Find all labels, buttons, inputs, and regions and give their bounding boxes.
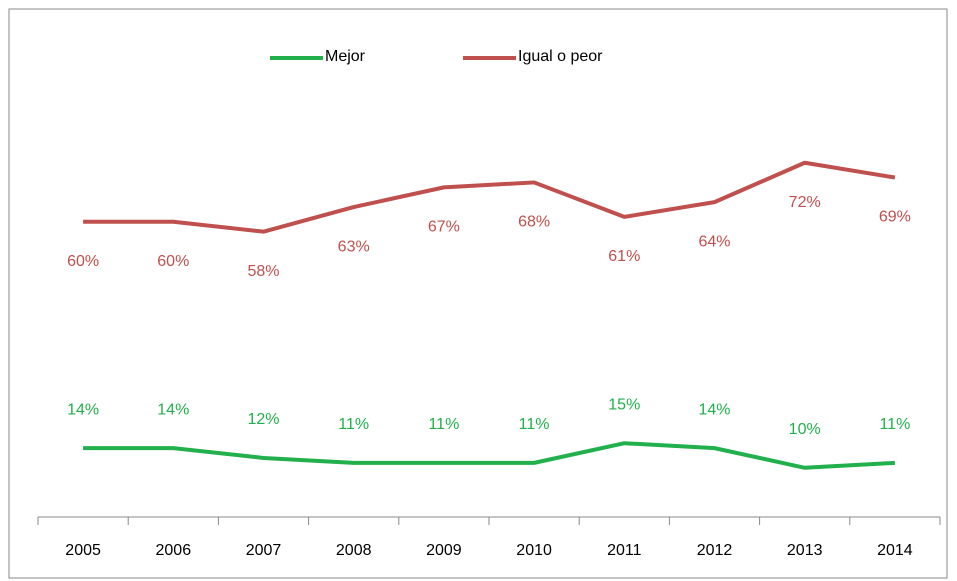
data-label: 61%	[608, 248, 640, 265]
data-label: 67%	[428, 219, 460, 236]
data-label: 11%	[338, 416, 369, 433]
chart-frame	[8, 8, 948, 579]
series-line	[83, 160, 896, 234]
data-label: 68%	[518, 214, 550, 231]
x-tick-label: 2008	[336, 542, 372, 559]
series-line	[83, 441, 896, 470]
data-label: 11%	[428, 416, 459, 433]
x-tick-label: 2011	[607, 542, 642, 559]
legend-label: Igual o peor	[518, 48, 603, 65]
data-label: 58%	[247, 263, 279, 280]
data-label: 60%	[157, 253, 189, 270]
data-label: 72%	[789, 194, 821, 211]
data-label: 15%	[608, 396, 640, 413]
data-label: 14%	[67, 401, 99, 418]
x-tick-label: 2005	[65, 542, 101, 559]
data-label: 12%	[247, 411, 279, 428]
x-tick-label: 2014	[877, 542, 913, 559]
x-tick-label: 2009	[426, 542, 462, 559]
data-label: 64%	[698, 233, 730, 250]
data-label: 10%	[789, 421, 821, 438]
data-label: 11%	[519, 416, 550, 433]
data-label: 14%	[698, 401, 730, 418]
x-tick-label: 2012	[697, 542, 733, 559]
x-tick-label: 2013	[787, 542, 823, 559]
data-label: 69%	[879, 209, 911, 226]
x-tick-label: 2006	[156, 542, 192, 559]
data-label: 14%	[157, 401, 189, 418]
data-label: 63%	[338, 238, 370, 255]
x-tick-label: 2007	[246, 542, 282, 559]
x-tick-label: 2010	[516, 542, 552, 559]
data-label: 60%	[67, 253, 99, 270]
data-label: 11%	[879, 416, 910, 433]
legend-label: Mejor	[325, 48, 366, 65]
